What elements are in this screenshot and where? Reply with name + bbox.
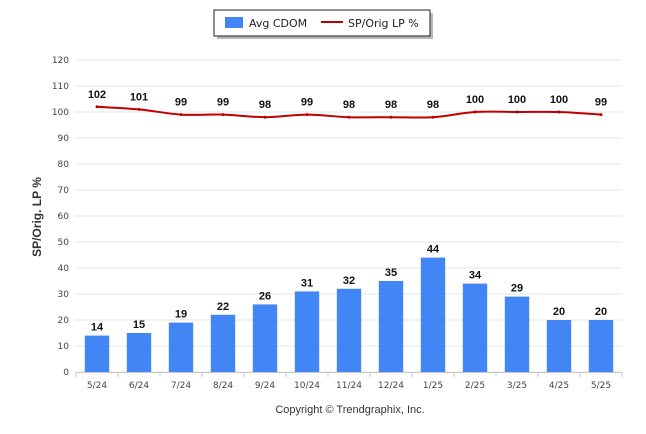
y-tick-label: 120 xyxy=(52,56,69,66)
bar-series xyxy=(84,257,614,372)
line-point xyxy=(137,107,141,111)
x-tick-label: 8/24 xyxy=(213,381,233,391)
y-tick-label: 10 xyxy=(58,342,70,352)
line-point xyxy=(179,113,183,117)
y-tick-label: 20 xyxy=(58,316,70,326)
line-series xyxy=(95,105,603,119)
bar xyxy=(168,322,194,372)
line-data-label: 100 xyxy=(550,94,568,106)
line-data-label: 99 xyxy=(301,97,313,109)
legend-swatch-bar xyxy=(225,17,243,28)
line-point xyxy=(95,105,99,109)
line-point xyxy=(431,115,435,119)
bar xyxy=(294,291,320,372)
bar xyxy=(378,281,404,372)
x-tick-label: 12/24 xyxy=(378,381,404,391)
bar-data-label: 19 xyxy=(175,309,187,321)
line-data-label: 98 xyxy=(343,99,355,111)
line-point xyxy=(473,110,477,114)
y-tick-label: 80 xyxy=(58,160,70,170)
legend: Avg CDOM SP/Orig LP % xyxy=(213,9,433,39)
line-point xyxy=(305,113,309,117)
line-data-label: 100 xyxy=(466,94,484,106)
bar-data-label: 44 xyxy=(427,244,440,256)
bar-data-label: 29 xyxy=(511,283,523,295)
line-point xyxy=(557,110,561,114)
bar-data-label: 31 xyxy=(301,277,313,289)
line-point xyxy=(389,115,393,119)
copyright-text: Copyright © Trendgraphix, Inc. xyxy=(275,404,424,416)
bar-data-label: 35 xyxy=(385,267,397,279)
x-tick-label: 2/25 xyxy=(465,381,485,391)
data-labels: 14 15 19 22 26 31 32 35 44 34 29 20 20 102 101 99 99 98 99… xyxy=(88,89,607,334)
line-data-label: 99 xyxy=(217,97,229,109)
line-point xyxy=(347,115,351,119)
y-axis-title: SP/Orig. LP % xyxy=(30,177,44,257)
line-data-label: 98 xyxy=(259,99,271,111)
y-tick-label: 60 xyxy=(58,212,70,222)
line-point xyxy=(221,113,225,117)
bar-data-label: 26 xyxy=(259,290,271,302)
bar xyxy=(504,296,530,372)
y-tick-label: 110 xyxy=(52,82,69,92)
bar xyxy=(420,257,446,372)
line-data-label: 102 xyxy=(88,89,106,101)
x-tick-label: 11/24 xyxy=(336,381,362,391)
line-data-label: 101 xyxy=(130,91,148,103)
x-tick-label: 3/25 xyxy=(507,381,527,391)
line-data-label: 100 xyxy=(508,94,526,106)
x-tick-label: 4/25 xyxy=(549,381,569,391)
bar-data-label: 20 xyxy=(595,306,607,318)
y-tick-label: 50 xyxy=(58,238,70,248)
y-tick-label: 30 xyxy=(58,290,70,300)
x-tick-label: 7/24 xyxy=(171,381,191,391)
line-data-label: 98 xyxy=(385,99,397,111)
y-tick-label: 90 xyxy=(58,134,70,144)
x-tick-label: 6/24 xyxy=(129,381,149,391)
y-tick-label: 100 xyxy=(52,108,69,118)
line-data-label: 99 xyxy=(175,97,187,109)
x-tick-label: 10/24 xyxy=(294,381,320,391)
legend-label-line: SP/Orig LP % xyxy=(348,17,419,30)
bar-data-label: 22 xyxy=(217,301,229,313)
bar xyxy=(336,288,362,372)
bar-data-label: 15 xyxy=(133,319,145,331)
bar xyxy=(126,333,152,372)
line-point xyxy=(515,110,519,114)
bar xyxy=(84,335,110,372)
x-tick-label: 5/25 xyxy=(591,381,611,391)
x-tick-label: 9/24 xyxy=(255,381,275,391)
bar-data-label: 20 xyxy=(553,306,565,318)
gridlines xyxy=(76,59,622,373)
line-point xyxy=(263,115,267,119)
line-data-label: 99 xyxy=(595,97,607,109)
x-tick-label: 5/24 xyxy=(87,381,107,391)
bar xyxy=(546,320,572,372)
x-tick-label: 1/25 xyxy=(423,381,443,391)
y-tick-label: 40 xyxy=(58,264,70,274)
bar xyxy=(588,320,614,372)
bar-data-label: 34 xyxy=(469,270,482,282)
line-point xyxy=(599,113,603,117)
y-tick-label: 70 xyxy=(58,186,70,196)
y-tick-label: 0 xyxy=(63,368,69,378)
line-data-label: 98 xyxy=(427,99,439,111)
bar xyxy=(252,304,278,372)
bar xyxy=(462,283,488,372)
legend-label-bar: Avg CDOM xyxy=(249,17,307,30)
bar-data-label: 32 xyxy=(343,275,355,287)
bar xyxy=(210,314,236,372)
bar-data-label: 14 xyxy=(91,322,104,334)
y-axis: 0 10 20 30 40 50 60 70 80 90 100 110 120 xyxy=(52,56,69,378)
x-axis: 5/24 6/24 7/24 8/24 9/24 10/24 11/24 12/24 1/25 2… xyxy=(75,372,623,391)
